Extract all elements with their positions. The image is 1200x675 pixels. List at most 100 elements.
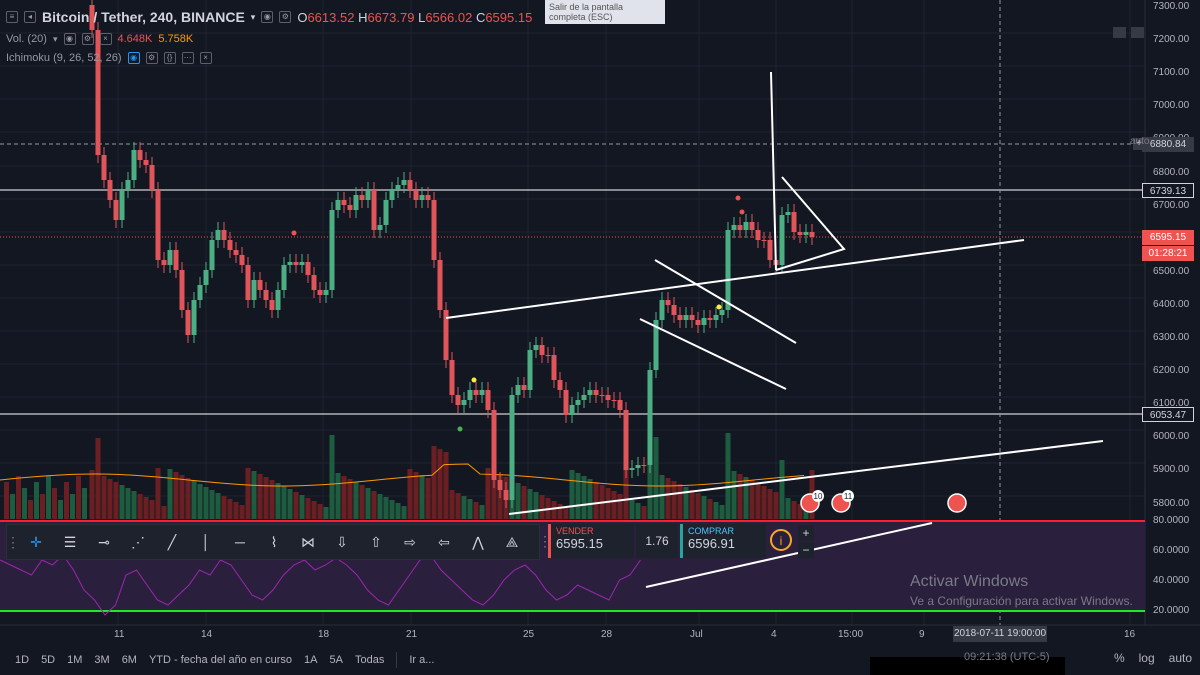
eye-icon[interactable]: ◉ [261,11,274,23]
candle-body [395,185,401,190]
volume-bar [185,478,191,519]
arrow-down-icon[interactable]: ⇩ [336,533,348,550]
volume-bar [89,470,95,519]
buy-button[interactable]: COMPRAR 6596.91 [680,524,766,558]
volume-bar [293,492,299,519]
volume-bar [40,494,45,519]
volume-bar [173,472,179,519]
symbol-title[interactable]: Bitcoin / Tether, 240, BINANCE [42,9,245,25]
eye-icon[interactable]: ◉ [127,52,140,64]
range-5d[interactable]: 5D [41,654,56,666]
chevron-down-icon[interactable]: ▾ [52,33,58,44]
close-icon[interactable]: × [99,33,112,45]
volume-legend[interactable]: Vol. (20) ▾ ◉ ⚙ × 4.648K 5.758K [6,33,193,45]
rsi-trendline-overlay[interactable] [645,522,933,588]
price-tick: 5800.00 [1153,497,1190,509]
volume-bar [257,474,263,519]
volume-bar [323,507,329,519]
volume-bar [431,446,437,519]
candle-body [671,305,677,315]
arrow-left-icon[interactable]: ⇦ [438,533,450,550]
increase-button[interactable]: + [798,525,814,541]
abcd-pattern-icon[interactable]: ⌇ [270,533,278,550]
elliott-triangle-icon[interactable]: ⟁ [505,533,519,550]
hamburger-icon[interactable]: ≡ [6,11,18,23]
volume-bar [521,486,527,519]
rsi-tick: 80.0000 [1153,515,1190,526]
log-toggle[interactable]: log [1138,651,1155,665]
xabcd-pattern-icon[interactable]: ⋈ [301,533,315,550]
economic-event-flags[interactable]: 10 11 [800,490,967,513]
candle-body [341,200,347,205]
volume-bar [377,494,383,519]
trade-drag-handle-icon[interactable]: ⋮ [538,533,552,549]
ichimoku-legend[interactable]: Ichimoku (9, 26, 52, 26) ◉ ⚙ {} ⋯ × [6,52,212,64]
pattern-icon[interactable]: ⋰ [131,533,145,550]
decrease-button[interactable]: − [798,542,814,558]
candle-body [167,250,173,265]
auto-toggle[interactable]: auto [1168,651,1192,665]
horizontal-ray-icon[interactable]: ⊸ [98,533,110,550]
maximize-pane-icon[interactable] [1131,27,1144,38]
code-icon[interactable]: {} [163,52,176,64]
info-icon[interactable]: i [770,529,792,551]
volume-bar [269,480,275,519]
range-1m[interactable]: 1M [67,654,83,666]
collapse-icon[interactable]: ◂ [24,11,36,23]
candle-body [263,290,269,300]
range-3m[interactable]: 3M [94,654,110,666]
candle-body [407,180,413,190]
settings-icon[interactable]: ⚙ [145,52,158,64]
chevron-down-icon[interactable]: ▾ [250,11,256,22]
candle-body [209,240,215,270]
candle-body [593,390,599,395]
drawn-trendlines[interactable] [445,71,1104,588]
volume-bar [659,475,665,519]
range-all[interactable]: Todas [354,654,385,666]
volume-bar [215,493,221,519]
range-1d[interactable]: 1D [15,654,30,666]
vertical-line-icon[interactable]: │ [201,534,211,550]
volume-bar [779,460,785,519]
range-ytd[interactable]: YTD - fecha del año en curso [148,654,293,666]
scale-controls: % log auto [1114,651,1192,665]
more-icon[interactable]: ⋯ [181,52,194,64]
volume-bar [653,437,659,519]
volume-bar [227,499,233,519]
close-icon[interactable]: × [199,52,212,64]
volume-bar [34,482,39,519]
candle-body [497,480,503,490]
volume-bar [95,438,101,519]
sell-button[interactable]: VENDER 6595.15 [548,524,634,558]
goto-button[interactable]: Ir a... [409,654,435,666]
crosshair-icon[interactable]: ✛ [30,533,42,550]
range-1y[interactable]: 1A [304,654,318,666]
horizontal-line-icon[interactable]: ─ [235,534,245,550]
percent-toggle[interactable]: % [1113,651,1125,665]
auto-scale-label[interactable]: auto [1130,136,1150,147]
spread-value: 1.76 [636,524,678,558]
candle-body [677,315,683,320]
volume-bar [641,506,647,519]
settings-icon[interactable]: ⚙ [279,11,292,23]
range-5y[interactable]: 5A [329,654,343,666]
pane-button-icon[interactable] [1113,27,1126,38]
eye-icon[interactable]: ◉ [63,33,76,45]
pitchfork-icon[interactable]: ☰ [63,533,77,550]
volume-bar [131,491,137,519]
arrow-up-icon[interactable]: ⇧ [370,533,382,550]
volume-bar [275,483,281,519]
candle-body [443,310,449,360]
settings-icon[interactable]: ⚙ [81,33,94,45]
drag-handle-icon[interactable]: ⋮ [6,533,20,550]
candle-body [605,395,611,400]
range-6m[interactable]: 6M [121,654,137,666]
arrow-right-icon[interactable]: ⇨ [404,533,416,550]
elliott-wave-icon[interactable]: ⋀ [472,533,484,550]
candle-body [617,400,623,410]
candle-body [461,400,467,405]
flag-upper-line [654,259,797,344]
trendline-icon[interactable]: ╱ [167,533,177,550]
candle-body [245,265,251,300]
volume-bar [557,504,563,519]
